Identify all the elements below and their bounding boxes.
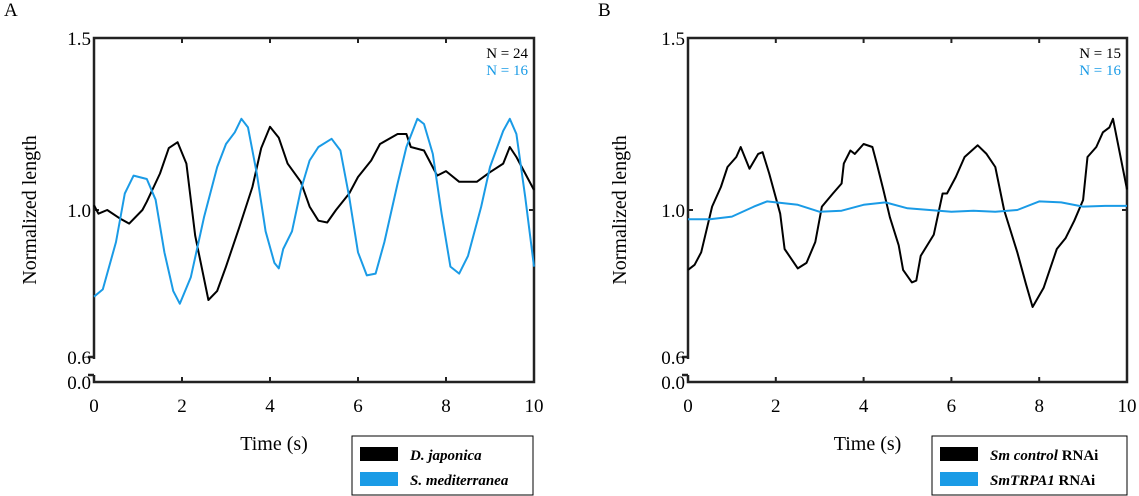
y-axis-label: Normalized length	[19, 135, 41, 284]
legend: D. japonica S. mediterranea	[351, 435, 534, 496]
axes-frame	[92, 36, 536, 384]
sample-size-label: N = 15	[1079, 46, 1121, 62]
x-tick-label: 0	[89, 396, 99, 417]
y-tick-label: 0.0	[67, 373, 91, 394]
panel-label: A	[4, 0, 18, 21]
series-line-s-mediterranea	[93, 117, 535, 305]
sample-size-label: N = 16	[486, 63, 528, 79]
y-axis-label: Normalized length	[609, 135, 631, 284]
y-tick-label: 0.0	[661, 373, 685, 394]
x-tick-label: 6	[353, 396, 363, 417]
y-tick-label: 1.0	[661, 201, 685, 222]
legend-entry: SmTRPA1 RNAi	[990, 473, 1095, 489]
y-tick-label: 0.6	[67, 348, 91, 369]
x-tick-label: 0	[683, 396, 693, 417]
series-line-smtrpa1-rnai	[688, 200, 1127, 221]
y-tick-label: 1.5	[67, 29, 91, 50]
panel-a: A 0.0 0.6 1.0 1.5 0 2 4 6 8 10 Time (s) Normalized l…	[4, 0, 544, 496]
legend-swatch	[940, 447, 978, 461]
legend-entry: Sm control RNAi	[990, 448, 1098, 464]
legend-entry-italic: SmTRPA1	[990, 473, 1055, 489]
series-line-sm-control-rnai	[687, 117, 1128, 308]
x-tick-label: 4	[265, 396, 275, 417]
legend-entry-italic: Sm control	[990, 448, 1059, 464]
legend-swatch	[940, 472, 978, 486]
panel-label: B	[598, 0, 611, 21]
y-tick-label: 1.5	[661, 29, 685, 50]
x-tick-label: 4	[859, 396, 869, 417]
legend-entry-suffix: RNAi	[1055, 473, 1095, 489]
x-tick-label: 2	[771, 396, 781, 417]
x-tick-label: 10	[1118, 396, 1137, 417]
x-axis-label: Time (s)	[834, 433, 902, 455]
sample-size-label: N = 24	[486, 46, 528, 62]
legend-entry: D. japonica	[409, 448, 482, 464]
legend-swatch	[360, 472, 398, 486]
axes-frame	[686, 36, 1129, 384]
sample-size-label: N = 16	[1079, 63, 1121, 79]
x-tick-label: 8	[441, 396, 451, 417]
y-tick-label: 1.0	[67, 201, 91, 222]
x-tick-label: 10	[525, 396, 544, 417]
panel-b: B 0.0 0.6 1.0 1.5 0 2 4 6 8 10 Time (s) Normalized l…	[598, 0, 1137, 496]
x-tick-label: 8	[1034, 396, 1044, 417]
series-line-d-japonica	[93, 125, 535, 301]
x-axis-label: Time (s)	[240, 433, 308, 455]
legend-entry: S. mediterranea	[410, 473, 509, 489]
legend-swatch	[360, 447, 398, 461]
x-tick-label: 2	[177, 396, 187, 417]
y-tick-label: 0.6	[661, 348, 685, 369]
x-tick-label: 6	[947, 396, 957, 417]
legend-entry-suffix: RNAi	[1058, 448, 1098, 464]
